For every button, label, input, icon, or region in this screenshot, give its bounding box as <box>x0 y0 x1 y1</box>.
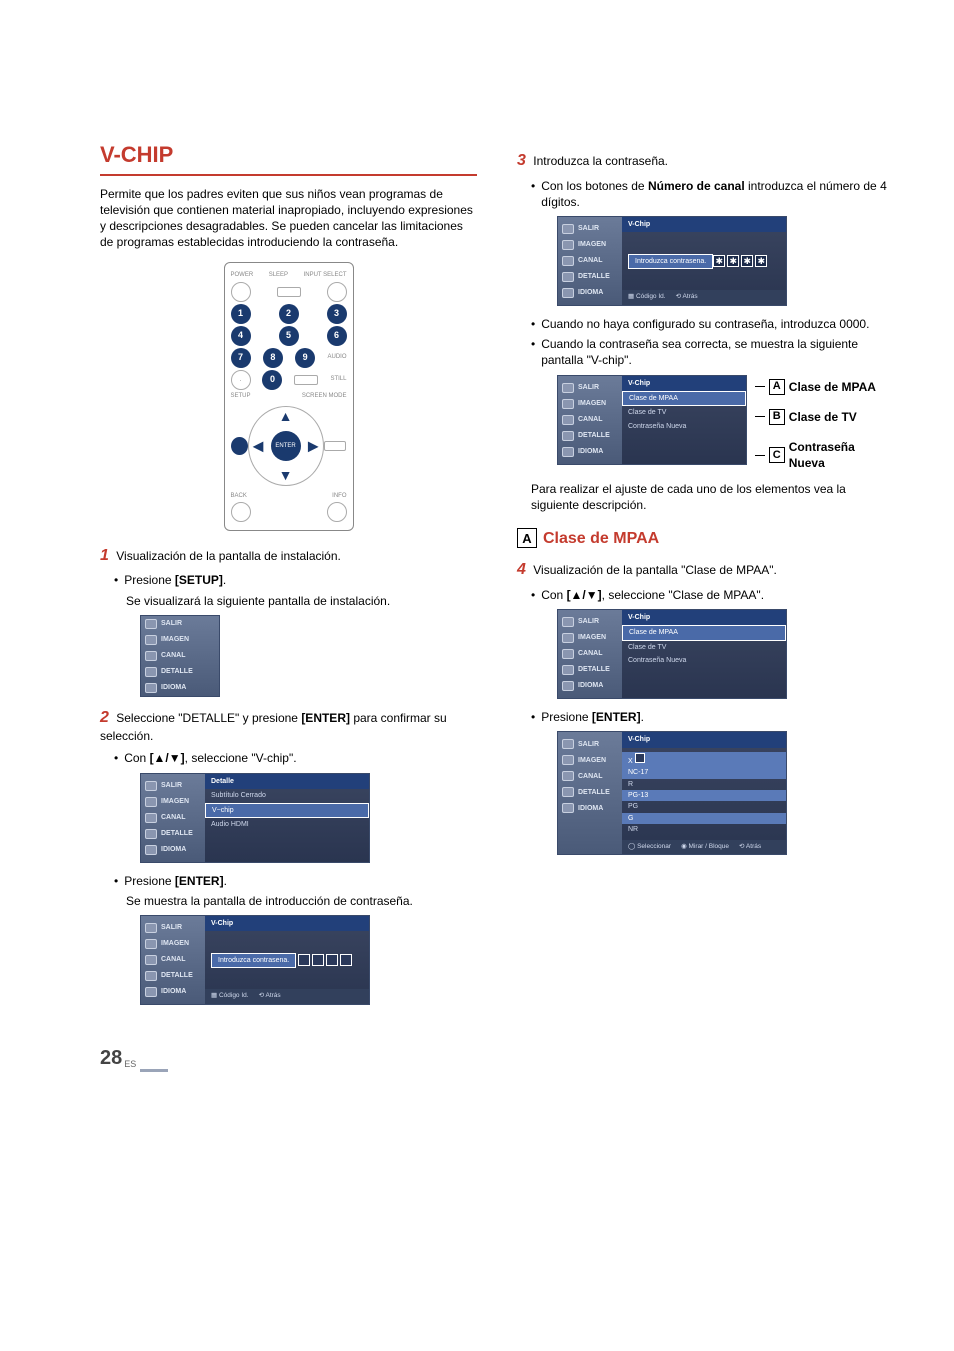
enter-button-icon: ENTER <box>271 431 301 461</box>
osd-heading: Detalle <box>205 774 369 789</box>
arrow-right-icon: ▶ <box>308 436 319 455</box>
power-button-icon <box>231 282 251 302</box>
step-3-note: Para realizar el ajuste de cada uno de l… <box>531 481 894 513</box>
step-2-enter: • Presione [ENTER]. <box>114 873 477 889</box>
remote-input-label: INPUT SELECT <box>304 271 347 279</box>
arrow-left-icon: ◀ <box>253 436 264 455</box>
remote-illustration: POWER SLEEP INPUT SELECT 1 2 3 4 5 6 7 <box>224 262 354 530</box>
screen-button-icon <box>324 441 347 451</box>
step-2-bullet-1: • Con [▲/▼], seleccione "V-chip". <box>114 750 477 766</box>
keypad-1: 1 <box>231 304 251 324</box>
keypad-2: 2 <box>279 304 299 324</box>
remote-setup-label: SETUP <box>231 392 251 400</box>
osd-detalle: SALIR IMAGEN CANAL DETALLE IDIOMA Detall… <box>140 773 370 863</box>
keypad-9: 9 <box>295 348 315 368</box>
step-3: 3 Introduzca la contraseña. <box>517 150 894 172</box>
intro-text: Permite que los padres eviten que sus ni… <box>100 186 477 251</box>
password-box-icon <box>298 954 310 966</box>
keypad-0: 0 <box>262 370 282 390</box>
osd-mpaa-ratings: SALIR IMAGEN CANAL DETALLE IDIOMA V-Chip… <box>557 731 787 855</box>
password-stars-icon: ✱✱✱✱ <box>713 255 767 267</box>
osd-password-stars: SALIR IMAGEN CANAL DETALLE IDIOMA V-Chip… <box>557 216 787 306</box>
page-lang: ES <box>124 1058 136 1070</box>
keypad-4: 4 <box>231 326 251 346</box>
arrow-down-icon: ▼ <box>279 466 293 485</box>
step-4-number: 4 <box>517 561 526 578</box>
step-3-number: 3 <box>517 152 526 169</box>
menu-detail-icon <box>145 667 157 677</box>
footer-bar-icon <box>140 1069 168 1072</box>
keypad-dash: . <box>231 370 251 390</box>
sleep-button-icon <box>277 287 301 297</box>
abc-labels: AClase de MPAA BClase de TV CContraseña … <box>755 375 894 472</box>
menu-image-icon <box>145 635 157 645</box>
nav-pad: ▲ ◀ ENTER ▶ ▼ <box>248 406 324 486</box>
step-4-bullet-1: • Con [▲/▼], seleccione "Clase de MPAA". <box>531 587 894 603</box>
input-button-icon <box>327 282 347 302</box>
osd-password-empty: SALIR IMAGEN CANAL DETALLE IDIOMA V-Chip… <box>140 915 370 1005</box>
menu-lang-icon <box>145 683 157 693</box>
step-3-bullet-1: • Con los botones de Número de canal int… <box>531 178 894 210</box>
osd-sidebar-only: SALIR IMAGEN CANAL DETALLE IDIOMA <box>140 615 220 697</box>
keypad-7: 7 <box>231 348 251 368</box>
sub-heading-a: AClase de MPAA <box>517 528 894 550</box>
step-2-enter-sub: Se muestra la pantalla de introducción d… <box>126 893 477 909</box>
info-button-icon <box>327 502 347 522</box>
section-title: V-CHIP <box>100 140 477 176</box>
remote-back-label: BACK <box>231 492 247 500</box>
step-1-number: 1 <box>100 547 109 564</box>
menu-exit-icon <box>145 619 157 629</box>
step-3-bullet-3: •Cuando la contraseña sea correcta, se m… <box>531 336 894 368</box>
back-button-icon <box>231 502 251 522</box>
step-1-bullet: • Presione [SETUP]. <box>114 572 477 588</box>
remote-info-label: INFO <box>332 492 346 500</box>
step-2-number: 2 <box>100 709 109 726</box>
step-4-enter: • Presione [ENTER]. <box>531 709 894 725</box>
menu-channel-icon <box>145 651 157 661</box>
remote-power-label: POWER <box>231 271 254 279</box>
checkbox-icon <box>635 753 645 763</box>
step-1-text: Visualización de la pantalla de instalac… <box>116 549 341 563</box>
remote-still-label: STILL <box>330 375 346 383</box>
keypad-3: 3 <box>327 304 347 324</box>
osd-vchip-items: SALIR IMAGEN CANAL DETALLE IDIOMA V-Chip… <box>557 375 747 465</box>
osd-clase-mpaa-select: SALIR IMAGEN CANAL DETALLE IDIOMA V-Chip… <box>557 609 787 699</box>
keypad-6: 6 <box>327 326 347 346</box>
page-number: 28 <box>100 1045 122 1072</box>
arrow-up-icon: ▲ <box>279 407 293 426</box>
step-1: 1 Visualización de la pantalla de instal… <box>100 545 477 567</box>
setup-button-icon <box>231 437 248 455</box>
remote-audio-label: AUDIO <box>327 353 346 361</box>
step-3-bullet-2: •Cuando no haya configurado su contraseñ… <box>531 316 894 332</box>
keypad-8: 8 <box>263 348 283 368</box>
remote-screen-label: SCREEN MODE <box>302 392 347 400</box>
step-2: 2 Seleccione "DETALLE" y presione [ENTER… <box>100 707 477 745</box>
step-4: 4 Visualización de la pantalla "Clase de… <box>517 559 894 581</box>
remote-sleep-label: SLEEP <box>269 271 288 279</box>
page-footer: 28 ES <box>100 1045 894 1072</box>
step-1-subtext: Se visualizará la siguiente pantalla de … <box>126 593 477 609</box>
keypad-5: 5 <box>279 326 299 346</box>
still-button-icon <box>294 375 318 385</box>
